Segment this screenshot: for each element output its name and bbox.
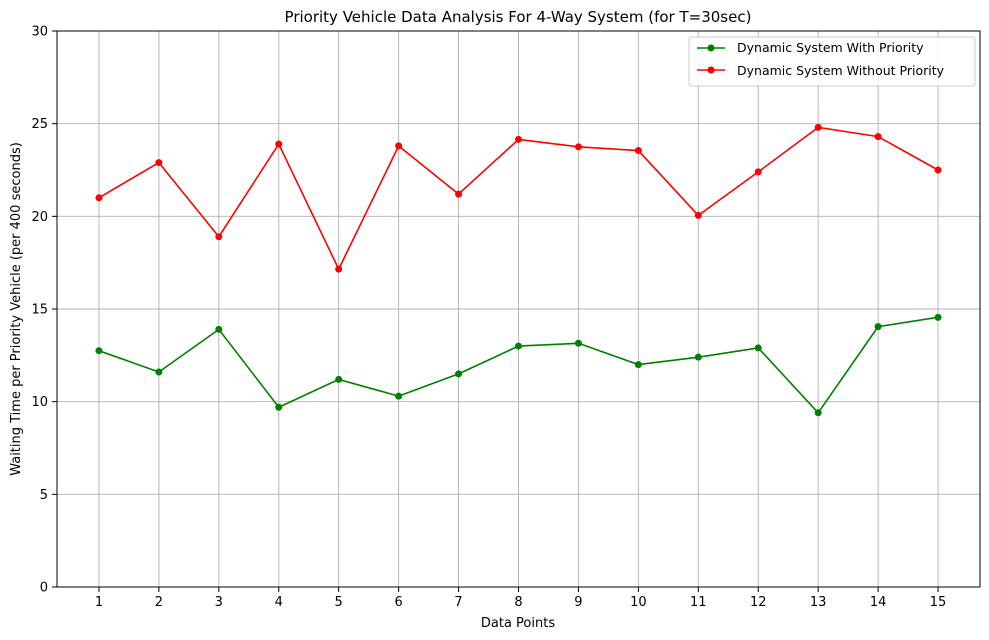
x-tick-label: 13 xyxy=(810,595,827,610)
data-point-with-priority xyxy=(694,353,702,361)
x-tick-label: 10 xyxy=(630,595,647,610)
data-point-with-priority xyxy=(814,409,822,417)
y-tick-label: 30 xyxy=(31,25,48,40)
data-point-without-priority xyxy=(275,140,283,148)
legend: Dynamic System With Priority Dynamic Sys… xyxy=(688,36,976,87)
x-tick-label: 8 xyxy=(514,595,522,610)
legend-box xyxy=(688,36,976,87)
data-point-with-priority xyxy=(515,342,522,350)
data-point-without-priority xyxy=(335,265,343,273)
x-tick-label: 14 xyxy=(870,595,887,610)
y-tick-label: 10 xyxy=(31,395,48,410)
x-tick-label: 12 xyxy=(750,595,767,610)
x-tick-label: 4 xyxy=(275,595,283,610)
data-point-without-priority xyxy=(155,159,163,167)
data-point-without-priority xyxy=(754,168,762,176)
data-point-without-priority xyxy=(814,123,822,131)
y-tick-label: 15 xyxy=(31,303,48,318)
data-point-with-priority xyxy=(455,370,463,378)
data-point-with-priority xyxy=(634,361,642,369)
x-tick-label: 6 xyxy=(394,595,402,610)
data-point-with-priority xyxy=(574,339,582,347)
data-point-with-priority xyxy=(95,347,103,355)
legend-marker-with-priority xyxy=(707,44,715,52)
y-tick-label: 25 xyxy=(31,117,48,132)
data-point-without-priority xyxy=(574,143,582,151)
data-point-without-priority xyxy=(215,233,223,241)
data-point-without-priority xyxy=(934,166,942,174)
y-tick-label: 20 xyxy=(31,210,48,225)
data-point-without-priority xyxy=(95,194,103,202)
x-tick-label: 2 xyxy=(155,595,163,610)
x-tick-label: 11 xyxy=(690,595,707,610)
x-tick-label: 9 xyxy=(574,595,582,610)
data-point-without-priority xyxy=(515,135,522,143)
data-point-with-priority xyxy=(275,403,283,411)
data-point-without-priority xyxy=(694,211,702,219)
x-tick-label: 5 xyxy=(335,595,343,610)
data-point-without-priority xyxy=(634,147,642,155)
x-tick-label: 1 xyxy=(95,595,103,610)
data-point-with-priority xyxy=(754,344,762,352)
y-tick-label: 0 xyxy=(40,581,48,596)
data-point-without-priority xyxy=(874,133,882,141)
data-point-without-priority xyxy=(455,190,463,198)
legend-label-with-priority: Dynamic System With Priority xyxy=(737,40,924,55)
data-point-with-priority xyxy=(874,323,882,331)
chart-title: Priority Vehicle Data Analysis For 4-Way… xyxy=(285,8,752,26)
x-tick-label: 15 xyxy=(930,595,947,610)
y-tick-label: 5 xyxy=(40,488,48,503)
data-point-with-priority xyxy=(335,375,343,383)
legend-label-without-priority: Dynamic System Without Priority xyxy=(737,63,945,78)
x-tick-label: 7 xyxy=(454,595,462,610)
legend-marker-without-priority xyxy=(707,66,715,74)
x-tick-label: 3 xyxy=(215,595,223,610)
data-point-with-priority xyxy=(215,325,223,333)
data-point-with-priority xyxy=(395,392,403,400)
data-point-without-priority xyxy=(395,142,403,150)
data-point-with-priority xyxy=(155,368,163,376)
data-point-with-priority xyxy=(934,313,942,321)
x-axis-label: Data Points xyxy=(481,616,555,631)
series-group xyxy=(95,123,942,417)
y-axis-label: Waiting Time per Priority Vehicle (per 4… xyxy=(9,142,24,476)
